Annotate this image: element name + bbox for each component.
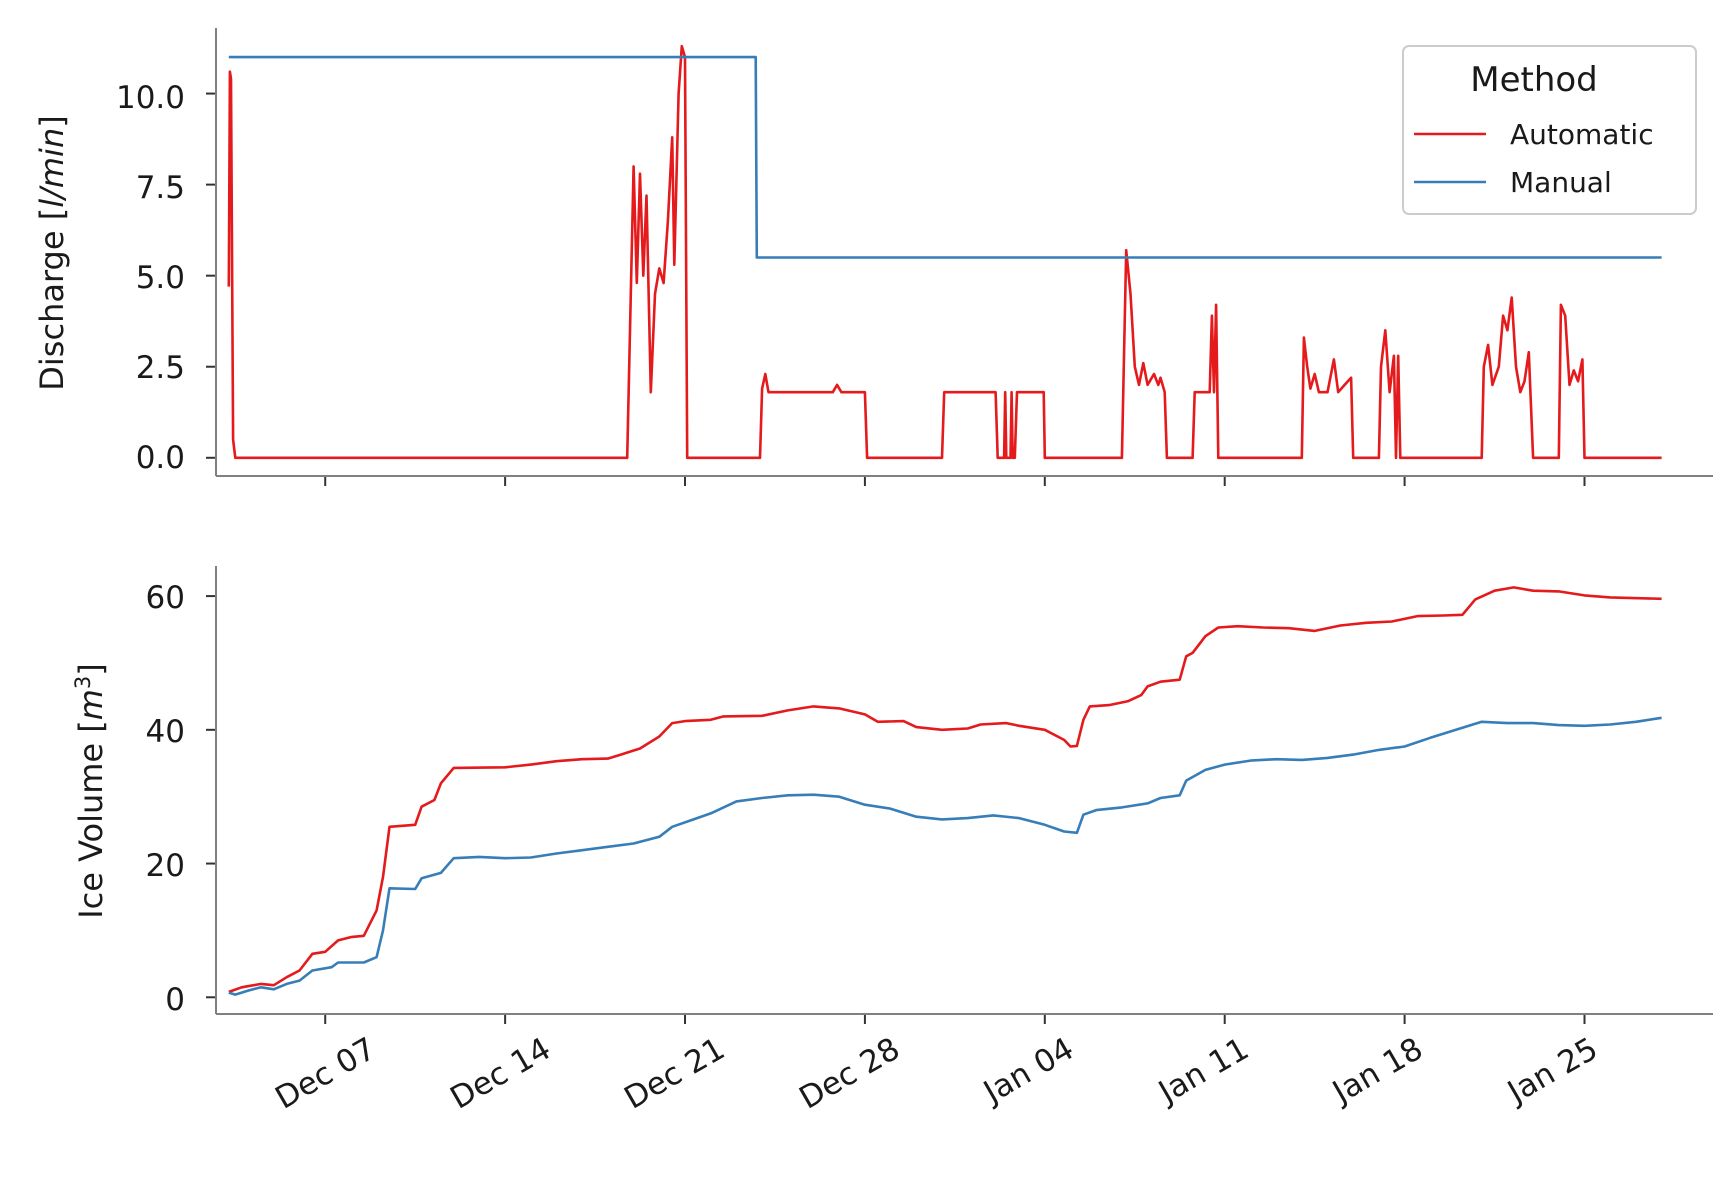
discharge-y-tick-marks	[206, 92, 216, 459]
ice-volume-automatic-line	[228, 586, 1662, 994]
ice-x-tick-marks	[324, 1014, 1586, 1024]
ice-y-label-text: Ice Volume [	[72, 720, 110, 919]
legend-frame	[1402, 45, 1697, 215]
discharge-x-tick-marks	[324, 476, 1586, 486]
legend-label-automatic: Automatic	[1510, 118, 1654, 151]
discharge-y-label-unit: l/min	[33, 128, 71, 208]
discharge-panel: 0.0 2.5 5.0 7.5 10.0 Discharge [l/min] M…	[33, 28, 1713, 486]
ice-volume-manual-line	[228, 716, 1662, 996]
ice-y-tick-label-2: 40	[146, 714, 185, 750]
ice-y-label-close: ]	[72, 663, 110, 675]
legend-title: Method	[1470, 60, 1598, 100]
discharge-automatic-line	[227, 44, 1662, 460]
discharge-y-tick-label-3: 7.5	[136, 170, 185, 206]
ice-y-tick-label-3: 60	[146, 580, 185, 616]
discharge-y-tick-label-2: 5.0	[136, 260, 185, 296]
discharge-y-label-close: ]	[33, 115, 71, 127]
discharge-y-label-text: Discharge [	[33, 208, 71, 391]
discharge-manual-line	[228, 55, 1662, 259]
discharge-y-axis-label: Discharge [l/min]	[33, 115, 71, 390]
discharge-y-tick-label-1: 2.5	[136, 350, 185, 386]
discharge-y-tick-label-0: 0.0	[136, 440, 185, 476]
ice-y-label-sup: 3	[71, 676, 95, 689]
ice-y-tick-label-1: 20	[146, 848, 185, 884]
legend: Method Automatic Manual	[1402, 45, 1697, 215]
legend-label-manual: Manual	[1510, 166, 1612, 199]
ice-y-tick-marks	[206, 595, 216, 999]
ice-y-label-unit: m	[72, 689, 110, 720]
ice-y-axis-label: Ice Volume [m3]	[71, 663, 110, 919]
ice-y-tick-label-0: 0	[165, 982, 185, 1018]
discharge-y-tick-label-4: 10.0	[116, 80, 185, 116]
